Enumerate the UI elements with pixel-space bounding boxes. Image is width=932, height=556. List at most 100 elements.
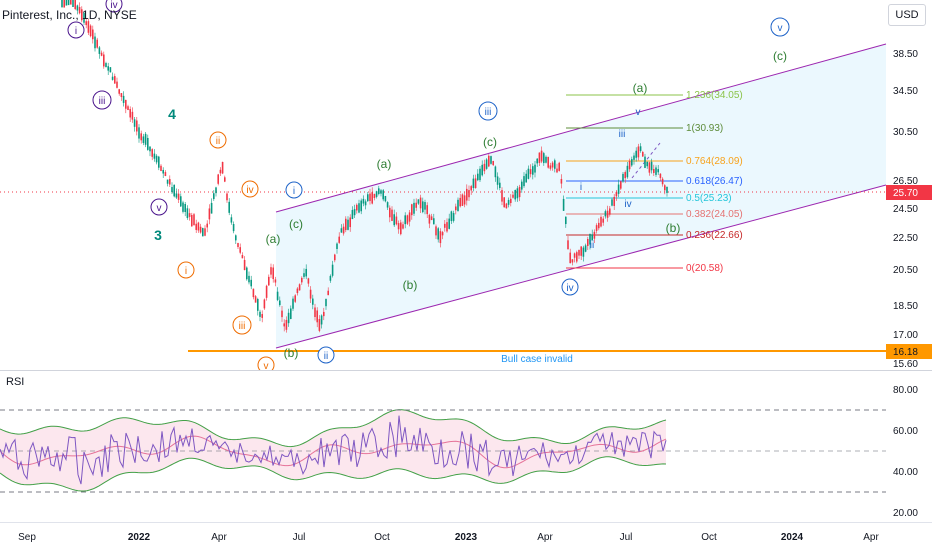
candle-body <box>395 216 398 225</box>
candle-body <box>298 284 301 291</box>
candle-body <box>602 218 604 223</box>
candle-body <box>263 299 266 309</box>
candle-body <box>281 310 283 318</box>
candle-body <box>279 300 281 306</box>
candle-body <box>571 259 574 263</box>
candle-body <box>232 223 235 232</box>
wave-label-green-b3: (b) <box>666 221 681 235</box>
candle-body <box>338 236 340 243</box>
candle-body <box>294 295 296 302</box>
candle-body <box>160 165 162 172</box>
candle-body <box>356 204 358 211</box>
candle-body <box>419 197 422 209</box>
price-pane[interactable]: Bull case invalid 1.236(34.05) 1(30.93) … <box>0 0 932 374</box>
rsi-title[interactable]: RSI <box>6 376 25 388</box>
candle-body <box>129 109 131 118</box>
candle-body <box>437 228 439 240</box>
candle-body <box>494 166 497 178</box>
candle-body <box>554 160 556 169</box>
candle-body <box>290 308 292 319</box>
candle-body <box>336 243 338 249</box>
candle-body <box>177 193 180 200</box>
rsi-pane[interactable]: 80.00 60.00 40.00 20.00 RSI <box>0 371 932 522</box>
price-scale[interactable]: 38.50 34.50 30.50 26.50 24.50 22.50 20.5… <box>886 49 932 370</box>
candle-body <box>384 196 387 202</box>
candle-body <box>296 288 299 294</box>
candle-body <box>334 254 336 261</box>
wave-label-blue-i: i <box>293 186 295 197</box>
candle-body <box>664 185 666 191</box>
candle-body <box>624 172 626 179</box>
candle-body <box>543 153 545 164</box>
price-tick: 38.50 <box>893 49 918 60</box>
currency-button[interactable]: USD <box>888 4 926 26</box>
candle-body <box>120 93 123 98</box>
candle-body <box>360 200 362 212</box>
candle-body <box>666 186 668 193</box>
candle-body <box>164 172 167 177</box>
candle-body <box>516 188 519 199</box>
candle-body <box>558 162 560 171</box>
candle-body <box>562 198 565 211</box>
rsi-chart[interactable]: 80.00 60.00 40.00 20.00 <box>0 371 932 522</box>
candle-body <box>285 319 288 330</box>
candle-body <box>131 111 134 120</box>
candle-body <box>158 156 160 168</box>
rsi-tick: 20.00 <box>893 508 918 519</box>
candle-body <box>609 208 611 215</box>
candle-body <box>63 0 65 8</box>
rsi-scale[interactable]: 80.00 60.00 40.00 20.00 <box>893 385 918 519</box>
candle-body <box>470 186 472 191</box>
candle-body <box>450 211 453 222</box>
candle-body <box>400 222 402 235</box>
candle-body <box>417 199 420 204</box>
wave-label-blue-ii: ii <box>324 351 328 362</box>
candle-body <box>235 235 237 241</box>
candle-body <box>228 201 230 213</box>
candle-body <box>444 223 446 228</box>
wave-label-teal-4: 4 <box>168 106 176 122</box>
time-tick: 2023 <box>455 532 478 543</box>
candle-body <box>549 165 552 169</box>
candle-body <box>96 39 98 48</box>
candle-body <box>488 155 490 167</box>
candle-body <box>523 176 525 187</box>
candle-body <box>477 173 479 181</box>
wave-label-purple-i: i <box>75 26 77 37</box>
pane-divider[interactable] <box>0 370 932 371</box>
wave-label-inner-i: i <box>580 182 582 193</box>
candlestick-series[interactable] <box>61 0 668 333</box>
candle-body <box>292 298 294 309</box>
candle-body <box>490 156 492 164</box>
fib-label-0: 0(20.58) <box>686 263 723 274</box>
candle-body <box>371 192 373 204</box>
candle-body <box>342 226 345 234</box>
candle-body <box>323 311 325 317</box>
candle-body <box>72 0 74 7</box>
candle-body <box>501 190 503 202</box>
fib-lines[interactable] <box>566 94 683 269</box>
candle-body <box>76 5 79 11</box>
time-tick: 2024 <box>781 532 804 543</box>
candle-body <box>659 173 662 179</box>
symbol-title[interactable]: Pinterest, Inc., 1D, NYSE <box>2 8 137 22</box>
price-tick: 26.50 <box>893 176 918 187</box>
candle-body <box>397 223 400 230</box>
wave-label-purple-iv: iv <box>110 0 117 11</box>
candle-body <box>415 202 417 208</box>
candle-body <box>162 169 164 174</box>
candle-body <box>457 199 459 211</box>
candle-body <box>215 187 217 194</box>
rsi-lower-band <box>0 456 667 492</box>
rsi-line[interactable] <box>0 415 667 485</box>
candle-body <box>635 150 637 158</box>
candle-body <box>105 63 107 68</box>
channel-lower-line[interactable] <box>275 184 887 349</box>
candle-body <box>435 226 437 236</box>
wave-label-teal-3: 3 <box>154 227 162 243</box>
price-chart[interactable]: Bull case invalid 1.236(34.05) 1(30.93) … <box>0 0 932 374</box>
time-axis[interactable]: Sep 2022 Apr Jul Oct 2023 Apr Jul Oct 20… <box>0 522 932 551</box>
candle-body <box>74 0 76 10</box>
candle-body <box>147 137 149 150</box>
candle-body <box>560 178 563 184</box>
